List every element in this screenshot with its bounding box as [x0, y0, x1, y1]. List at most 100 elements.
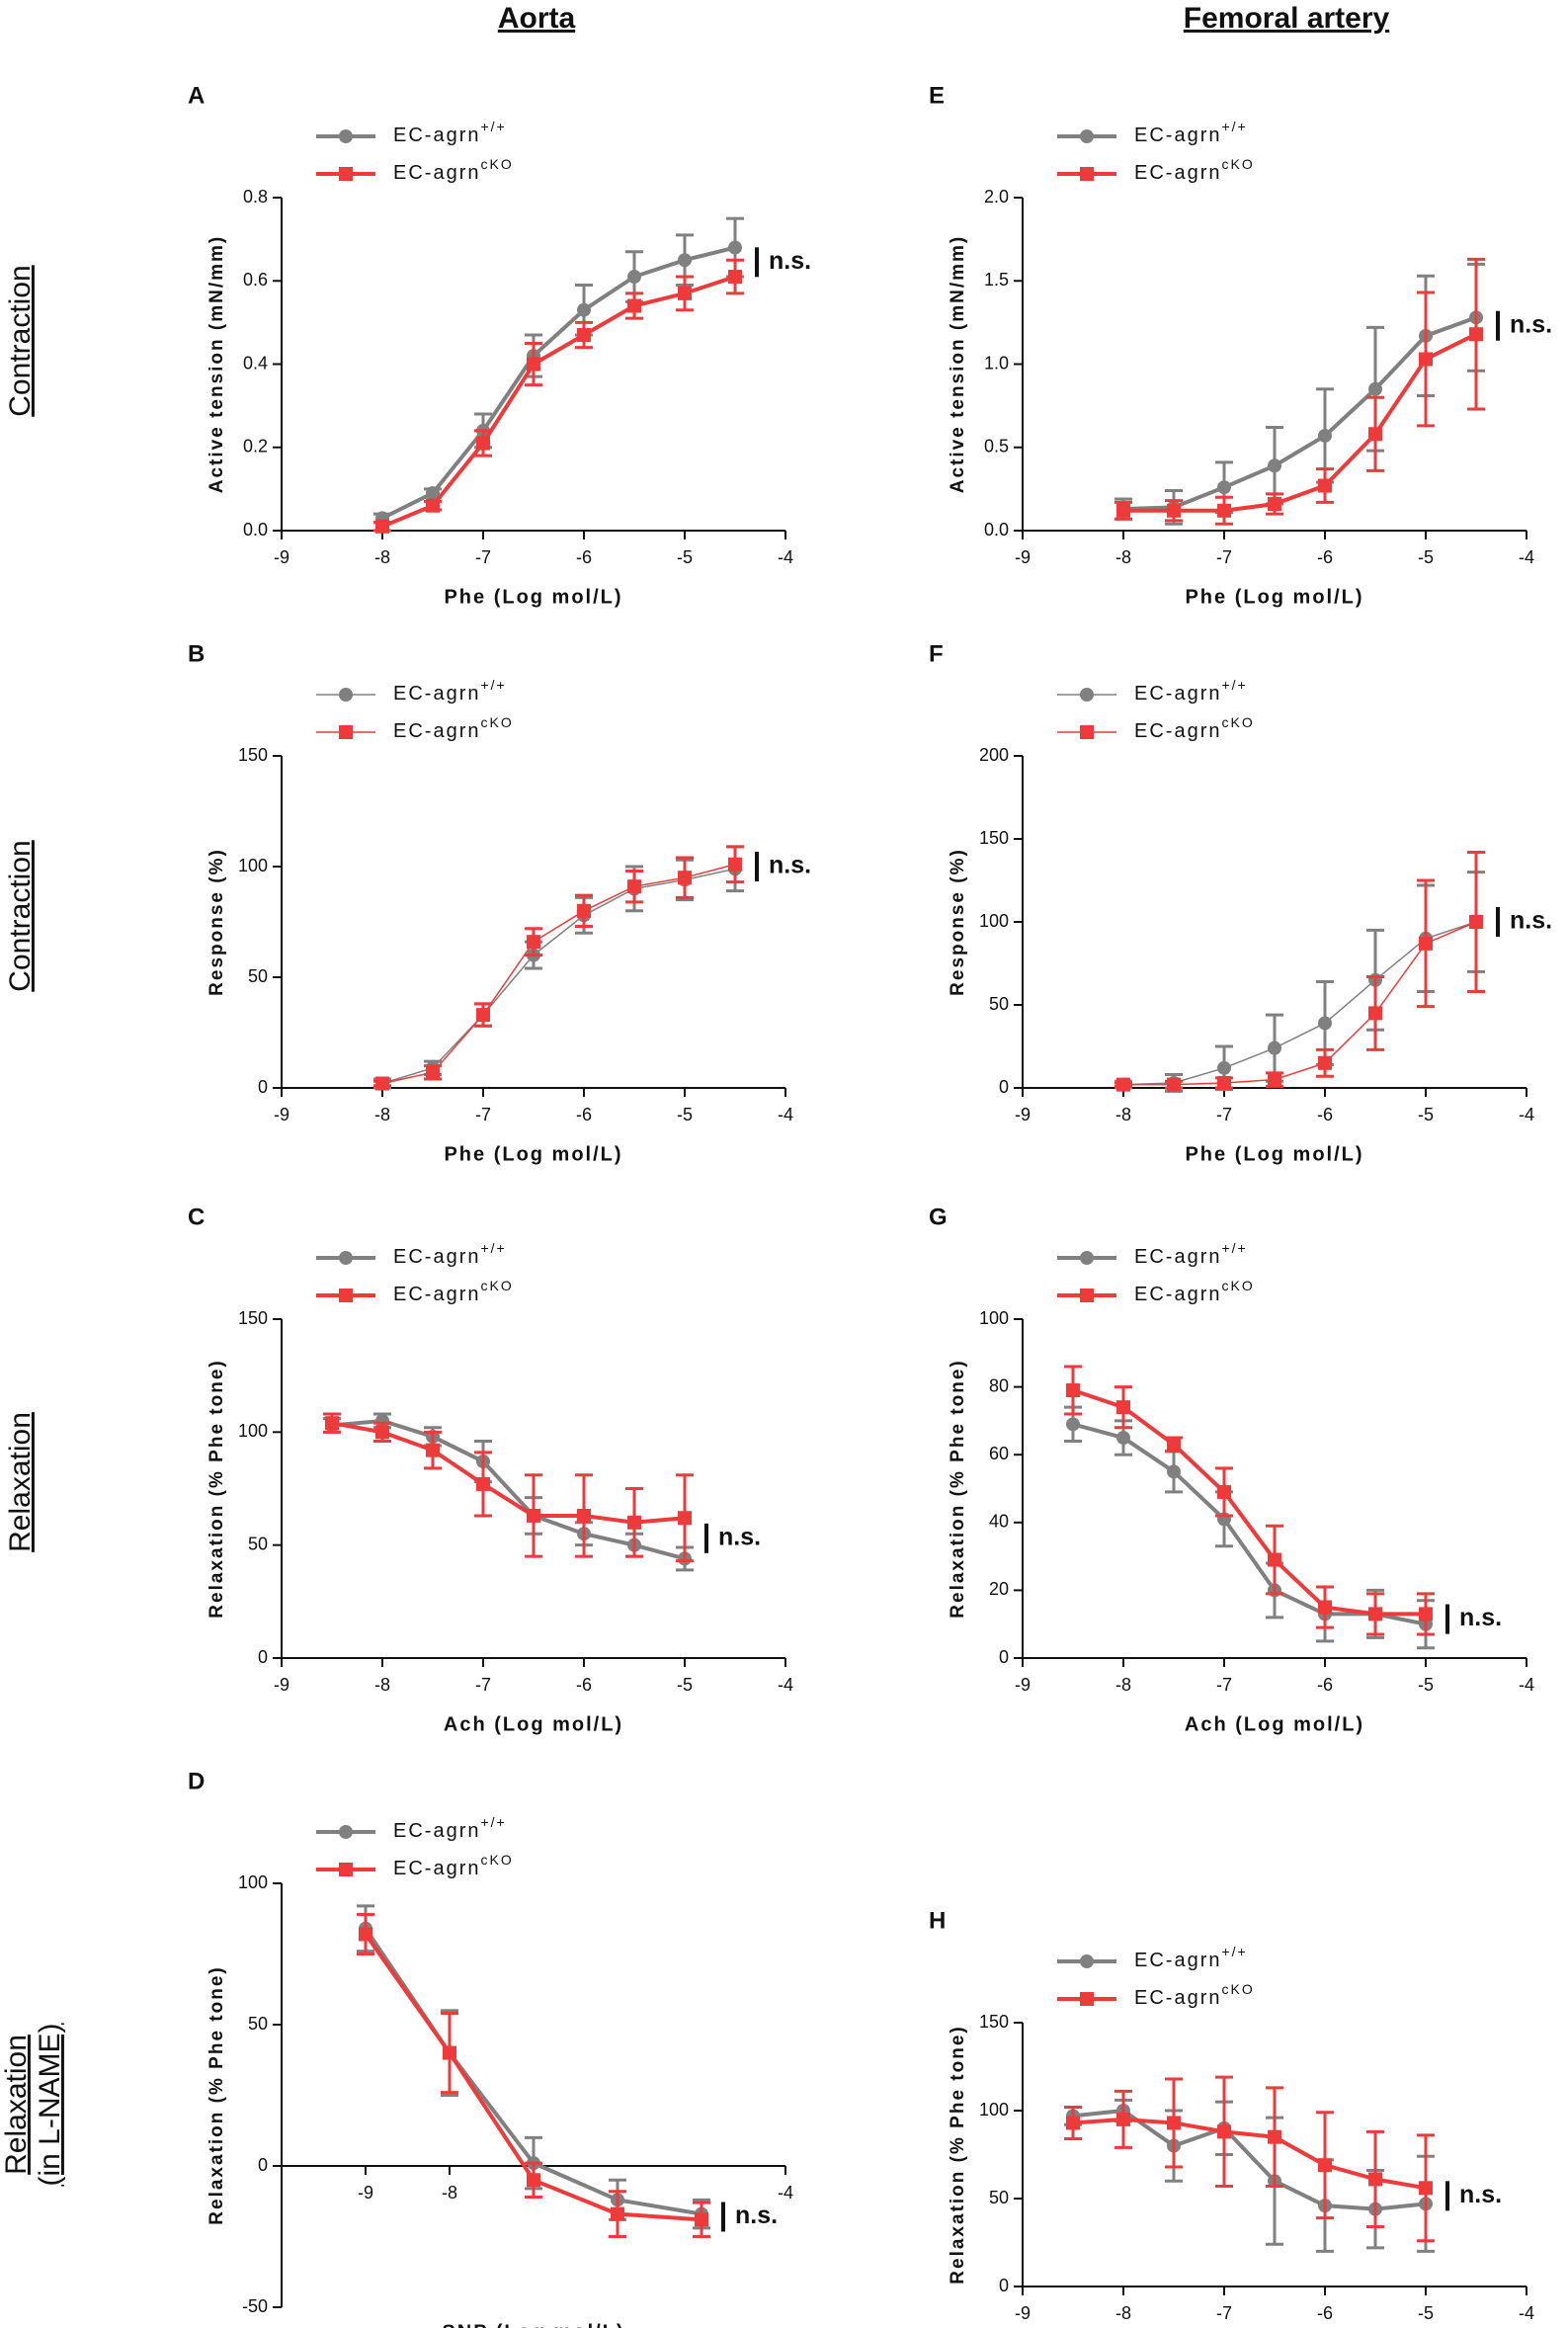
series-line: [1123, 332, 1477, 513]
y-tick-label: 150: [979, 828, 1009, 848]
data-point: [1268, 458, 1281, 473]
y-tick-label: 0.8: [243, 187, 268, 207]
legend-label: EC-agrn+/+: [393, 1814, 507, 1843]
data-point: [375, 1425, 389, 1440]
data-point: [1217, 480, 1231, 495]
y-tick-label: 0: [999, 1647, 1009, 1667]
series-line: [381, 864, 736, 1085]
y-tick-label: 150: [979, 2012, 1009, 2032]
y-axis-label: Response (%): [206, 848, 227, 996]
data-point: [1268, 1072, 1281, 1087]
y-tick-label: 0.6: [243, 270, 268, 290]
x-tick-label: -6: [1317, 2303, 1333, 2323]
legend-superscript: cKO: [1221, 1278, 1254, 1293]
x-tick-label: -7: [1216, 2303, 1232, 2323]
data-point: [325, 1416, 339, 1431]
x-tick-label: -5: [677, 1105, 693, 1124]
x-tick-label: -9: [1015, 1105, 1031, 1124]
y-tick-label: 50: [989, 994, 1009, 1014]
data-point: [1116, 1077, 1130, 1092]
legend-name: EC-agrn: [393, 720, 480, 742]
legend-marker: [1080, 129, 1094, 143]
legend-label: EC-agrncKO: [393, 1278, 514, 1306]
data-point: [527, 2173, 540, 2188]
data-point: [1318, 1016, 1332, 1031]
legend-label: EC-agrncKO: [393, 714, 514, 743]
x-tick-label: -9: [274, 1675, 289, 1695]
legend-name: EC-agrn: [1134, 1246, 1221, 1268]
legend-marker: [1080, 725, 1094, 739]
annotation: n.s.: [769, 247, 811, 275]
annotation: n.s.: [1459, 2181, 1502, 2208]
x-tick-label: -5: [1418, 1105, 1434, 1124]
legend-label: EC-agrn+/+: [393, 119, 507, 147]
data-point: [1268, 2129, 1281, 2144]
panel-letter: F: [929, 640, 944, 667]
legend-name: EC-agrn: [1134, 1950, 1221, 1971]
x-tick-label: -6: [576, 547, 592, 567]
data-point: [1167, 503, 1181, 518]
y-tick-label: 1.0: [984, 353, 1009, 373]
legend-superscript: +/+: [1221, 677, 1247, 693]
series-line: [1072, 1388, 1426, 1617]
x-axis-label: Phe (Log mol/L): [1185, 1143, 1363, 1165]
x-tick-label: -7: [1216, 1105, 1232, 1124]
legend-superscript: cKO: [480, 1278, 513, 1293]
data-point: [426, 1065, 440, 1080]
y-tick-label: 0: [258, 2155, 268, 2175]
y-tick-label: 50: [248, 966, 268, 986]
legend-superscript: cKO: [1221, 1981, 1254, 1997]
data-point: [1368, 427, 1382, 442]
legend-marker: [339, 167, 353, 181]
data-point: [1066, 1417, 1080, 1432]
x-tick-label: -8: [374, 1675, 390, 1695]
x-tick-label: -9: [1015, 2303, 1031, 2323]
x-tick-label: -7: [475, 1675, 491, 1695]
legend-superscript: +/+: [1221, 119, 1247, 134]
legend-name: EC-agrn: [393, 162, 480, 184]
y-tick-label: 50: [248, 2014, 268, 2034]
data-point: [1217, 1060, 1231, 1075]
x-axis-label: Phe (Log mol/L): [1185, 586, 1363, 608]
y-axis-label: Relaxation (% Phe tone): [206, 1965, 227, 2224]
panel-letter: C: [188, 1204, 205, 1230]
y-tick-label: 2.0: [984, 187, 1009, 207]
y-tick-label: 200: [979, 745, 1009, 765]
legend-name: EC-agrn: [393, 1246, 480, 1268]
x-tick-label: -9: [1015, 547, 1031, 567]
y-tick-label: -50: [242, 2296, 268, 2316]
legend-label: EC-agrncKO: [393, 156, 514, 185]
legend-name: EC-agrn: [1134, 162, 1221, 184]
panel-letter: E: [929, 82, 945, 109]
y-tick-label: 150: [238, 745, 268, 765]
x-tick-label: -4: [778, 1105, 793, 1124]
x-tick-label: -9: [274, 1105, 289, 1124]
series-line: [1122, 315, 1477, 512]
panel-letter: G: [929, 1204, 948, 1230]
data-point: [375, 1076, 389, 1091]
data-point: [1167, 1437, 1181, 1452]
x-tick-label: -6: [576, 1105, 592, 1124]
y-tick-label: 150: [238, 1308, 268, 1328]
data-point: [627, 270, 641, 285]
x-tick-label: -4: [778, 1675, 793, 1695]
data-point: [728, 270, 742, 285]
series-line: [381, 868, 736, 1085]
y-tick-label: 0.4: [243, 353, 268, 373]
data-point: [1419, 1607, 1433, 1621]
data-point: [678, 1511, 692, 1526]
x-tick-label: -8: [1115, 1105, 1131, 1124]
legend-superscript: cKO: [480, 156, 513, 172]
legend-marker: [339, 688, 353, 702]
legend-superscript: cKO: [480, 1852, 513, 1868]
data-point: [1368, 2172, 1382, 2187]
x-tick-label: -8: [1115, 547, 1131, 567]
legend-marker: [1080, 688, 1094, 702]
legend-name: EC-agrn: [393, 1284, 480, 1305]
y-tick-label: 100: [238, 1872, 268, 1892]
annotation: n.s.: [1510, 310, 1552, 338]
y-tick-label: 100: [979, 2100, 1009, 2120]
data-point: [678, 253, 692, 268]
legend-label: EC-agrn+/+: [1134, 1240, 1248, 1269]
data-point: [577, 328, 591, 343]
